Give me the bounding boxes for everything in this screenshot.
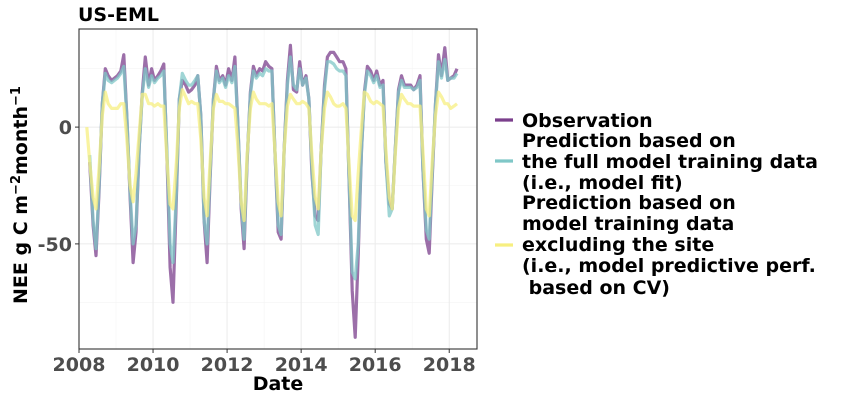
y-axis-title-exp2: −1	[9, 86, 24, 106]
series-line-1	[88, 55, 459, 281]
legend: Observation Prediction based on the full…	[495, 110, 818, 299]
legend-label-cv-line3: excluding the site	[522, 234, 714, 256]
series-layer	[85, 43, 459, 339]
x-tick-label: 2012	[201, 354, 254, 376]
x-axis-title: Date	[253, 373, 304, 395]
y-tick-label: -50	[38, 234, 72, 256]
legend-label-cv-line1: Prediction based on	[522, 192, 736, 214]
x-tick-label: 2016	[349, 354, 402, 376]
x-tick-label: 2008	[53, 354, 106, 376]
legend-label-cv-line2: model training data	[522, 213, 734, 235]
x-tick-label: 2014	[275, 354, 328, 376]
legend-label-full-model-line3: (i.e., model fit)	[522, 172, 683, 194]
legend-label-cv-line4: (i.e., model predictive perf.	[522, 255, 816, 277]
x-tick-label: 2010	[127, 354, 180, 376]
y-tick-label: 0	[59, 117, 72, 139]
chart-title: US-EML	[78, 4, 159, 26]
legend-label-full-model-line1: Prediction based on	[522, 130, 736, 152]
y-axis: 0 -50	[38, 117, 79, 256]
plot-panel-border	[78, 28, 478, 350]
y-axis-title: NEE g C m−2month−1	[9, 86, 32, 304]
legend-label-full-model-line2: the full model training data	[522, 151, 818, 173]
y-axis-title-mid: month	[10, 106, 32, 175]
y-axis-title-main: NEE g C m	[10, 195, 32, 304]
x-tick-label: 2018	[423, 354, 476, 376]
legend-label-cv-line5: based on CV)	[522, 277, 670, 299]
y-axis-title-exp1: −2	[9, 175, 24, 195]
series-line-2	[85, 88, 458, 223]
legend-label-observation: Observation	[522, 110, 653, 132]
x-axis: 2008 2010 2012 2014 2016 2018	[53, 349, 476, 376]
